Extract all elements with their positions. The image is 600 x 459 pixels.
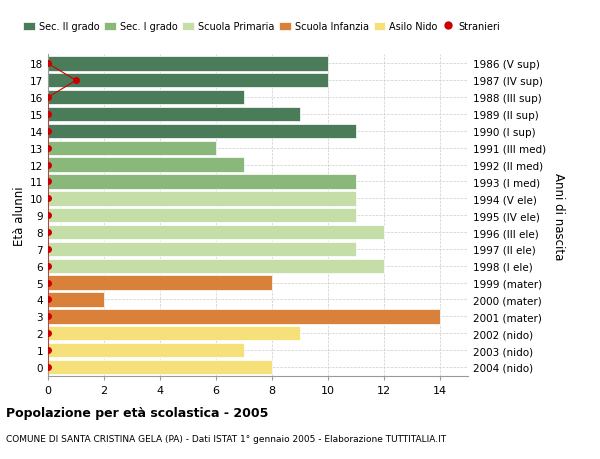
Text: Popolazione per età scolastica - 2005: Popolazione per età scolastica - 2005 — [6, 406, 268, 419]
Bar — [48, 259, 384, 274]
Text: COMUNE DI SANTA CRISTINA GELA (PA) - Dati ISTAT 1° gennaio 2005 - Elaborazione T: COMUNE DI SANTA CRISTINA GELA (PA) - Dat… — [6, 434, 446, 443]
Bar — [48, 208, 356, 223]
Bar — [48, 74, 328, 88]
Bar — [48, 326, 300, 341]
Bar — [48, 343, 244, 358]
Bar — [48, 141, 216, 156]
Bar — [48, 158, 244, 173]
Bar — [48, 309, 440, 324]
Bar — [48, 360, 272, 374]
Bar — [48, 91, 244, 105]
Bar — [48, 293, 104, 307]
Bar — [48, 192, 356, 206]
Y-axis label: Età alunni: Età alunni — [13, 186, 26, 246]
Bar — [48, 242, 356, 257]
Bar — [48, 57, 328, 72]
Legend: Sec. II grado, Sec. I grado, Scuola Primaria, Scuola Infanzia, Asilo Nido, Stran: Sec. II grado, Sec. I grado, Scuola Prim… — [19, 18, 503, 36]
Bar — [48, 124, 356, 139]
Bar — [48, 175, 356, 189]
Y-axis label: Anni di nascita: Anni di nascita — [553, 172, 565, 259]
Bar — [48, 276, 272, 290]
Bar — [48, 225, 384, 240]
Bar — [48, 108, 300, 122]
